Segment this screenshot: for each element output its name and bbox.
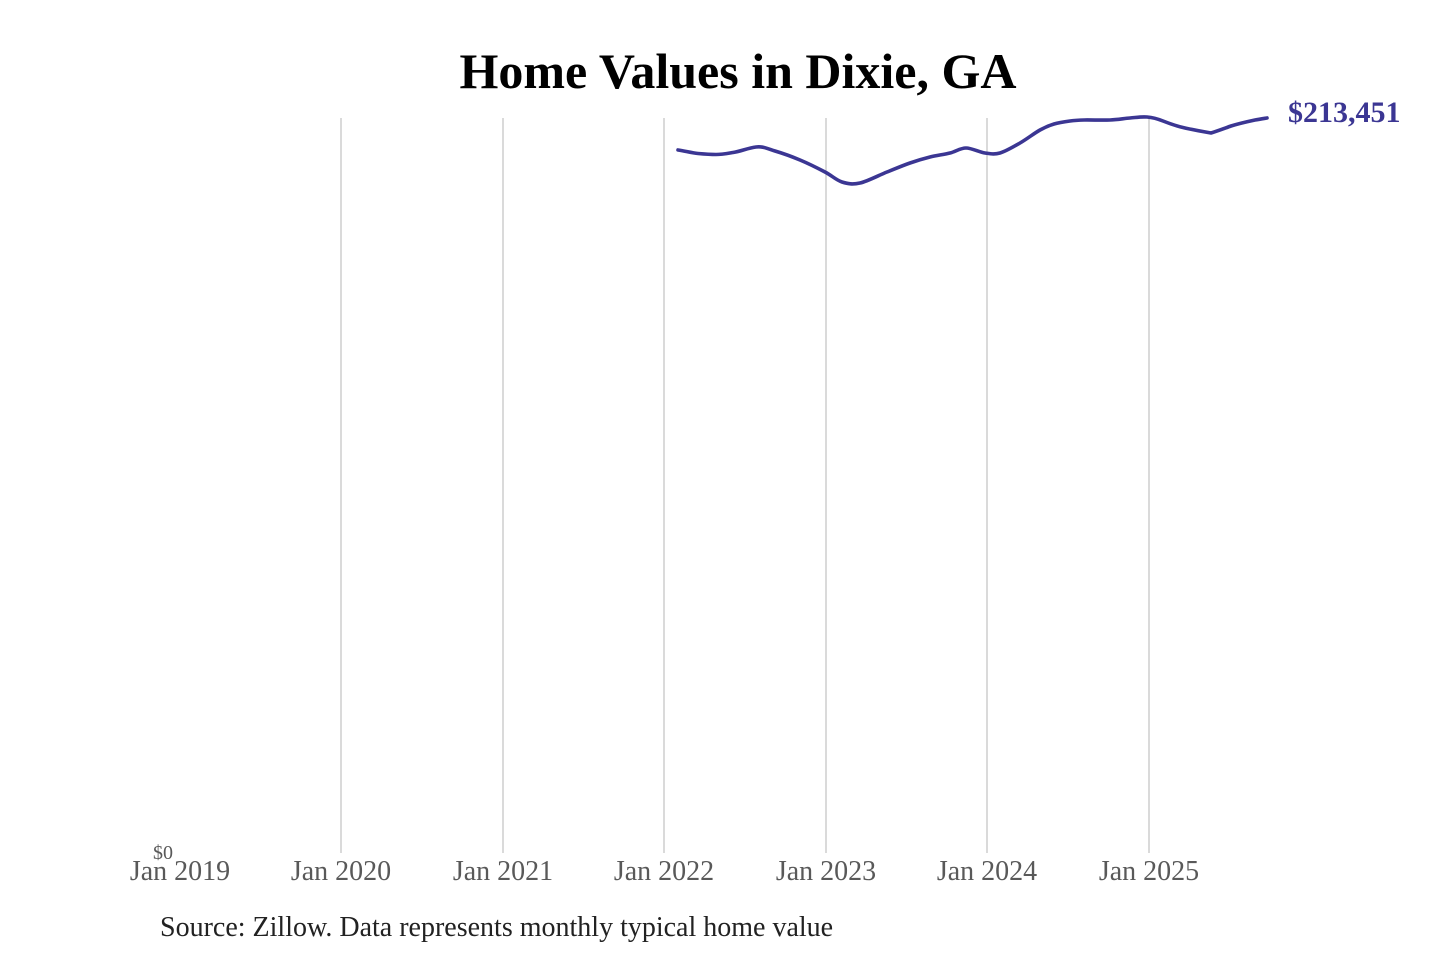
- svg-text:Jan 2020: Jan 2020: [291, 856, 391, 887]
- svg-text:$213,451: $213,451: [1288, 96, 1401, 129]
- svg-text:Jan 2021: Jan 2021: [453, 856, 553, 887]
- svg-text:Jan 2024: Jan 2024: [937, 856, 1037, 887]
- svg-text:Jan 2022: Jan 2022: [614, 856, 714, 887]
- svg-text:Jan 2023: Jan 2023: [776, 856, 876, 887]
- svg-text:Jan 2019: Jan 2019: [130, 856, 230, 887]
- svg-text:Jan 2025: Jan 2025: [1099, 856, 1199, 887]
